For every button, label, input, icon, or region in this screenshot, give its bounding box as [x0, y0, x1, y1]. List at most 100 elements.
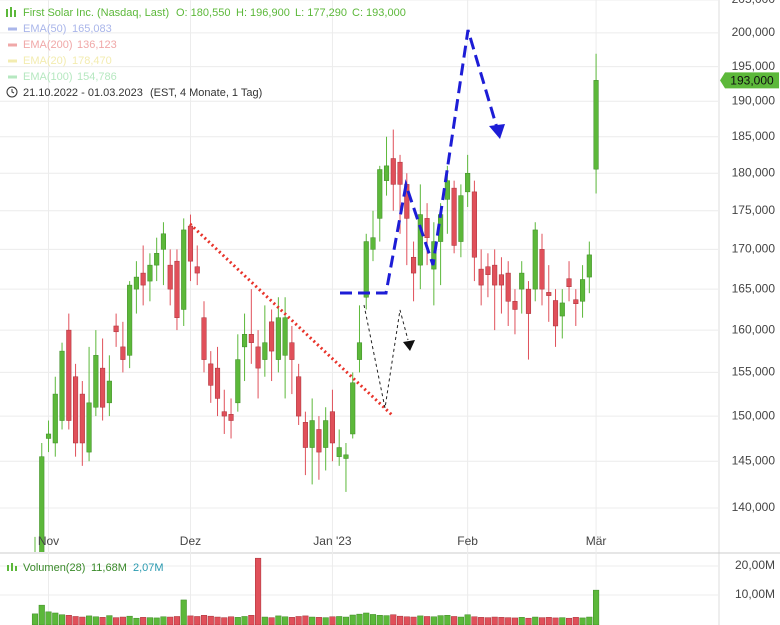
candle-body — [492, 264, 498, 286]
volume-bar — [437, 615, 444, 625]
candle-body — [397, 161, 403, 185]
volume-bar — [275, 615, 282, 625]
candle-body — [377, 169, 383, 219]
y-tick-label: 175,000 — [732, 203, 776, 217]
volume-bar — [133, 617, 140, 625]
volume-bar — [478, 617, 485, 625]
volume-bar — [52, 612, 59, 625]
candle-body — [214, 367, 221, 399]
candle-body — [120, 346, 126, 360]
volume-bar — [288, 617, 295, 625]
volume-bar — [146, 617, 153, 625]
candle-body — [316, 429, 322, 453]
volume-bar — [282, 616, 289, 625]
volume-tick-label: 20,00M — [735, 558, 775, 572]
candle-body — [255, 346, 261, 369]
volume-bar — [106, 615, 113, 625]
indicator-value: 136,123 — [77, 39, 117, 51]
candle-body — [79, 393, 85, 444]
indicator-name: EMA(50) — [23, 23, 66, 35]
volume-bar — [498, 617, 505, 625]
candle-body — [485, 266, 491, 275]
candle-body — [573, 299, 579, 304]
y-tick-label: 185,000 — [732, 129, 776, 143]
candle-body — [113, 325, 119, 333]
candle-body — [539, 249, 545, 290]
candle-body — [52, 393, 58, 444]
arrow-head — [489, 124, 505, 139]
candle-body — [275, 317, 281, 360]
volume-bar — [140, 617, 147, 625]
candle-body — [187, 225, 194, 262]
candle-body — [86, 402, 92, 453]
volume-bar — [173, 616, 181, 625]
clock-icon — [6, 86, 18, 98]
x-tick-label: Jan '23 — [313, 534, 352, 548]
volume-bar — [525, 617, 532, 625]
y-tick-label: 205,000 — [732, 0, 776, 6]
volume-bar — [65, 615, 72, 625]
candle-body — [546, 292, 552, 296]
volume-bar — [38, 604, 45, 625]
candle-body — [559, 302, 565, 317]
volume-bar — [444, 615, 451, 625]
candle-body — [221, 411, 227, 417]
volume-bar — [221, 617, 228, 625]
y-tick-label: 150,000 — [732, 408, 776, 422]
candle-body — [302, 422, 308, 448]
y-tick-label: 155,000 — [732, 365, 776, 379]
volume-bar — [72, 616, 79, 625]
candle-body — [208, 363, 214, 386]
candle-body — [465, 172, 471, 193]
y-tick-label: 160,000 — [732, 322, 776, 336]
candle-body — [417, 214, 423, 266]
y-tick-label: 140,000 — [732, 500, 776, 514]
candle-body — [329, 411, 335, 444]
candle-body — [525, 288, 532, 314]
chart-title: First Solar Inc. (Nasdaq, Last) — [23, 7, 169, 19]
candle-body — [309, 420, 315, 448]
candle-body — [289, 342, 295, 360]
volume-bar — [390, 614, 397, 625]
volume-bar — [180, 599, 187, 625]
volume-bar — [79, 616, 86, 625]
volume-bar — [92, 616, 99, 625]
candles — [34, 53, 599, 552]
volume-bar — [484, 617, 491, 625]
volume-bar — [356, 613, 363, 625]
candle-body — [39, 456, 45, 552]
volume-bar — [302, 615, 309, 625]
y-tick-label: 180,000 — [732, 165, 776, 179]
quote-open: O: 180,550 — [176, 7, 230, 19]
volume-bar — [86, 615, 93, 625]
candle-body — [59, 350, 65, 421]
candle-body — [444, 180, 450, 200]
volume-bar — [113, 617, 120, 625]
volume-bar — [457, 616, 464, 625]
volume-bar — [261, 616, 268, 625]
candle-body — [296, 376, 302, 417]
candle-body — [133, 276, 139, 290]
candle-body — [282, 317, 288, 356]
volume-bar — [518, 617, 525, 625]
candle-body — [93, 355, 99, 408]
indicator-name: EMA(20) — [23, 55, 66, 67]
candle-body — [411, 256, 417, 274]
volume-bar — [451, 616, 458, 625]
candle-body — [370, 237, 376, 250]
candle-body — [73, 376, 79, 444]
last-price-label: 193,000 — [730, 74, 774, 88]
volume-bar — [538, 617, 546, 625]
candle-body — [336, 447, 342, 457]
candle-body — [323, 420, 329, 448]
volume-bar — [315, 617, 322, 625]
labels: 140,000 145,000 150,000 155,000 160,000 165,0… — [38, 0, 779, 601]
volume-bar — [31, 613, 39, 625]
indicator-name: EMA(200) — [23, 39, 73, 51]
candle-body — [228, 414, 234, 421]
volume-bar — [227, 616, 235, 625]
candle-body — [127, 284, 133, 356]
candle-body — [458, 195, 464, 242]
candle-body — [478, 268, 484, 286]
volume-bar — [363, 612, 370, 625]
